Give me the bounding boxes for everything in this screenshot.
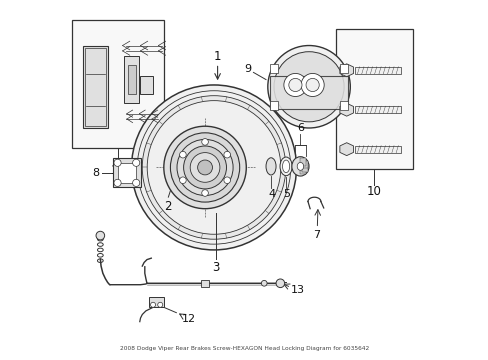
Text: 10: 10 [366,185,381,198]
Circle shape [147,101,280,234]
Text: 4: 4 [267,189,275,199]
Circle shape [179,151,186,158]
Bar [339,64,347,72]
Circle shape [284,73,306,96]
Text: 5: 5 [283,189,290,199]
Bar [300,167,305,174]
Text: 1: 1 [213,50,221,63]
Bar [302,161,307,168]
Text: 12: 12 [182,314,196,324]
Bar [128,65,136,94]
Circle shape [132,179,140,186]
Bar [339,101,347,110]
Circle shape [137,91,290,244]
Text: 11: 11 [110,164,125,177]
Text: 9: 9 [244,64,251,74]
Circle shape [114,179,121,186]
Bar [85,48,105,126]
Bar [354,106,400,113]
Circle shape [183,146,226,189]
Polygon shape [339,64,353,77]
Bar [140,76,153,94]
Bar [269,101,278,110]
Bar [149,297,163,307]
Bar [335,30,412,169]
Circle shape [179,177,186,184]
Ellipse shape [282,160,289,173]
Circle shape [276,279,284,288]
Ellipse shape [265,158,276,175]
Circle shape [288,78,302,91]
Circle shape [273,52,344,122]
Bar [269,64,278,72]
Bar [83,45,107,128]
Circle shape [150,302,155,307]
Bar [124,56,139,103]
Bar [354,67,400,74]
Ellipse shape [280,157,292,176]
Text: 7: 7 [312,230,320,239]
Text: 2: 2 [164,200,172,213]
Circle shape [197,160,212,175]
Text: 8: 8 [92,168,100,178]
Circle shape [301,73,324,96]
Circle shape [170,133,239,202]
Bar [72,21,163,148]
Text: 6: 6 [296,123,304,132]
Circle shape [114,159,121,166]
Polygon shape [339,103,353,116]
Circle shape [132,159,140,166]
Circle shape [224,177,230,184]
Circle shape [202,190,208,196]
Ellipse shape [297,162,303,170]
Ellipse shape [291,157,308,176]
Circle shape [190,153,220,182]
Text: 2008 Dodge Viper Rear Brakes Screw-HEXAGON Head Locking Diagram for 6035642: 2008 Dodge Viper Rear Brakes Screw-HEXAG… [120,346,368,351]
Polygon shape [339,143,353,156]
Circle shape [158,302,163,307]
Circle shape [96,231,104,240]
Bar [201,280,208,287]
Text: 13: 13 [290,285,304,296]
Bar [113,158,140,187]
Circle shape [224,151,230,158]
Text: 3: 3 [212,261,219,274]
Bar [354,145,400,153]
Circle shape [202,139,208,145]
Bar [300,158,305,166]
Circle shape [177,139,233,195]
Circle shape [131,85,296,250]
Circle shape [142,96,285,239]
Circle shape [261,280,266,286]
Bar [118,163,136,183]
Circle shape [163,126,246,209]
Bar [302,165,307,172]
Circle shape [267,45,349,128]
Bar [269,76,347,109]
Circle shape [305,78,319,91]
